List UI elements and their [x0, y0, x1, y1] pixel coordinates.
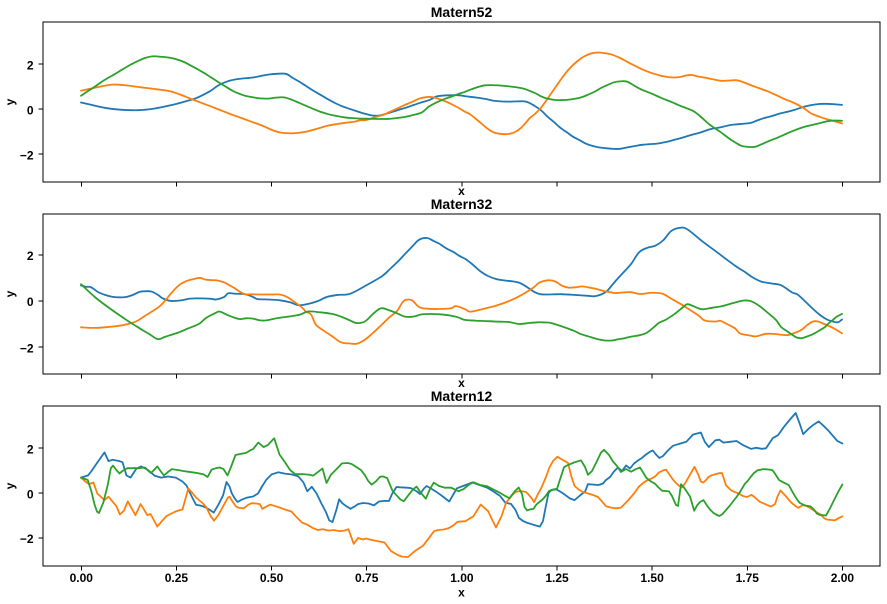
- svg-text:Matern32: Matern32: [431, 196, 493, 212]
- svg-text:1.00: 1.00: [450, 571, 474, 585]
- svg-text:−2: −2: [20, 341, 34, 355]
- svg-text:2: 2: [27, 249, 34, 263]
- svg-text:0.25: 0.25: [165, 571, 189, 585]
- svg-text:2: 2: [27, 443, 34, 457]
- svg-text:0.50: 0.50: [260, 571, 284, 585]
- svg-text:x: x: [458, 184, 465, 198]
- svg-text:2: 2: [27, 58, 34, 72]
- svg-text:x: x: [458, 586, 465, 600]
- svg-text:Matern12: Matern12: [431, 388, 493, 404]
- svg-text:0: 0: [27, 295, 34, 309]
- svg-text:1.75: 1.75: [736, 571, 760, 585]
- svg-text:0: 0: [27, 103, 34, 117]
- svg-text:0.75: 0.75: [355, 571, 379, 585]
- svg-text:x: x: [458, 376, 465, 390]
- svg-text:y: y: [3, 290, 17, 297]
- svg-text:0.00: 0.00: [70, 571, 94, 585]
- svg-text:−2: −2: [20, 532, 34, 546]
- svg-text:y: y: [3, 98, 17, 105]
- svg-text:1.25: 1.25: [545, 571, 569, 585]
- svg-text:0: 0: [27, 487, 34, 501]
- svg-text:2.00: 2.00: [831, 571, 855, 585]
- svg-text:y: y: [3, 482, 17, 489]
- svg-text:−2: −2: [20, 148, 34, 162]
- svg-text:Matern52: Matern52: [431, 4, 493, 20]
- svg-text:1.50: 1.50: [640, 571, 664, 585]
